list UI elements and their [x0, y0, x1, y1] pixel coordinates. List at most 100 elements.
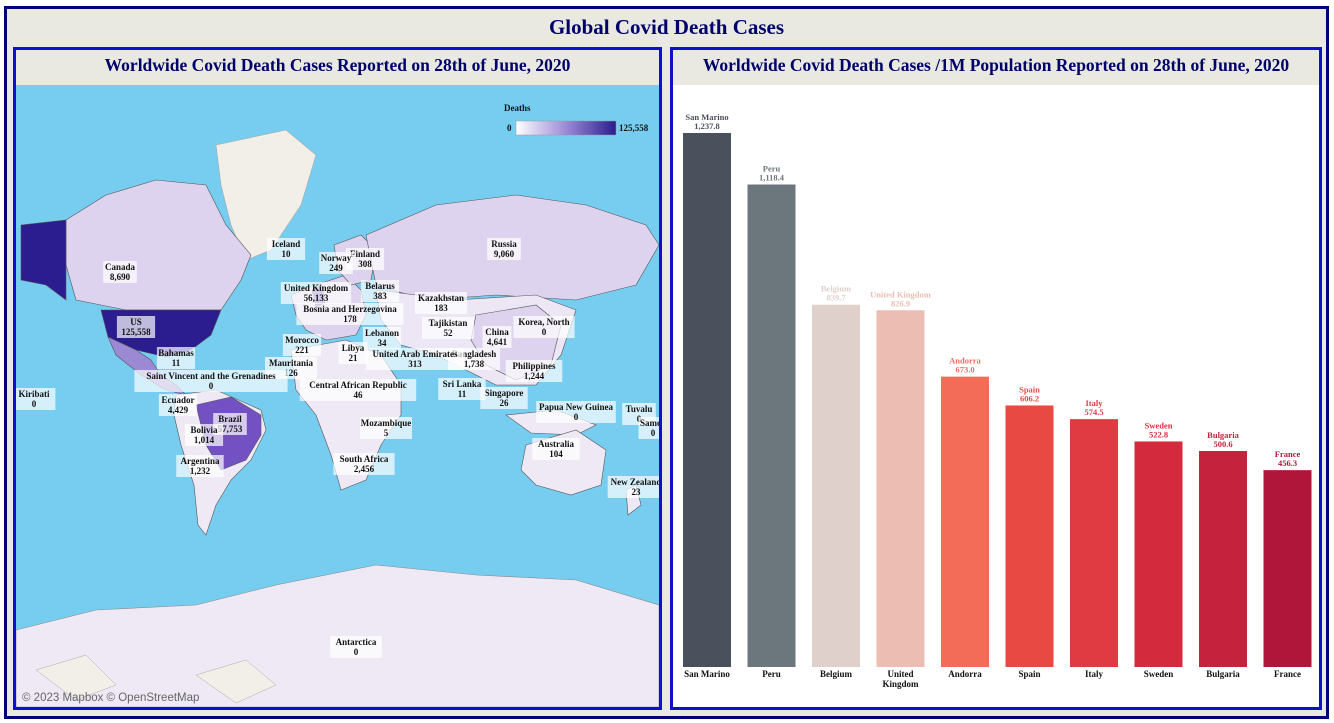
country-value: 34	[378, 338, 388, 348]
country-name: Tuvalu	[626, 404, 653, 414]
country-value: 11	[172, 358, 181, 368]
country-name: Argentina	[181, 456, 220, 466]
country-value: 126	[284, 368, 298, 378]
bar-sweden[interactable]	[1134, 441, 1183, 667]
country-value: 308	[358, 259, 372, 269]
country-name: Kiribati	[19, 389, 50, 399]
x-tick-label: San Marino	[684, 669, 730, 679]
country-name: United Kingdom	[284, 283, 349, 293]
legend-colorbar	[515, 120, 617, 136]
bar-label-name: San Marino	[685, 112, 728, 122]
country-name: Bahamas	[158, 348, 194, 358]
bar-label-name: Sweden	[1145, 420, 1173, 430]
bar-label-value: 826.9	[891, 298, 910, 308]
country-name: China	[485, 327, 509, 337]
country-name: Belarus	[365, 281, 395, 291]
bar-label-name: Bulgaria	[1207, 430, 1239, 440]
bar-andorra[interactable]	[941, 376, 989, 667]
bar-peru[interactable]	[747, 184, 796, 667]
country-name: Canada	[105, 262, 136, 272]
bar-label-value: 1,118.4	[759, 173, 785, 183]
country-value: 57,753	[218, 424, 243, 434]
country-name: Bolivia	[190, 425, 218, 435]
x-tick-label: Italy	[1085, 669, 1104, 679]
bar-label-name: Belgium	[821, 284, 851, 294]
country-name: Iceland	[272, 239, 301, 249]
x-tick-label: Spain	[1018, 669, 1040, 679]
country-name: Tajikistan	[429, 318, 468, 328]
bar-france[interactable]	[1263, 470, 1312, 667]
bar-label-value: 839.7	[826, 293, 846, 303]
bar-label-value: 574.5	[1084, 407, 1103, 417]
country-name: Russia	[491, 239, 517, 249]
country-name: Philippines	[512, 361, 556, 371]
country-value: 11	[458, 389, 467, 399]
legend-title: Deaths	[504, 103, 531, 113]
country-name: Finland	[350, 249, 380, 259]
country-value: 23	[632, 487, 642, 497]
country-name: Morocco	[285, 335, 319, 345]
country-value: 10	[282, 249, 292, 259]
bar-label-name: Andorra	[949, 356, 981, 366]
country-name: Sri Lanka	[443, 379, 482, 389]
country-name: Mauritania	[269, 358, 313, 368]
x-tick-label: Peru	[762, 669, 781, 679]
choropleth-map[interactable]: Deaths 0 125,558 US 125,558 Brazil 57,753 Un…	[16, 85, 659, 707]
map-legend: Deaths 0 125,558	[504, 103, 649, 136]
country-name: Bosnia and Herzegovina	[303, 304, 397, 314]
map-credit[interactable]: © 2023 Mapbox © OpenStreetMap	[22, 692, 200, 704]
bar-united-kingdom[interactable]	[876, 310, 925, 667]
bar-label-name: Italy	[1086, 398, 1104, 408]
land-antarctica-ice	[35, 654, 277, 704]
x-tick-label: Andorra	[948, 669, 982, 679]
bar-san-marino[interactable]	[683, 133, 731, 667]
bar-belgium[interactable]	[812, 304, 860, 667]
country-name: Bangladesh	[452, 349, 497, 359]
x-tick-label: Belgium	[820, 669, 853, 679]
map-canvas[interactable]: Deaths 0 125,558 US125,558Brazil57,753Un…	[16, 85, 659, 707]
bar-spain[interactable]	[1005, 405, 1054, 667]
country-value: 0	[651, 428, 656, 438]
country-value: 0	[542, 327, 547, 337]
country-label-samoa[interactable]: Samoa0	[638, 417, 660, 439]
country-name: Ecuador	[161, 395, 194, 405]
bar-italy[interactable]	[1070, 419, 1118, 667]
bar-bulgaria[interactable]	[1199, 451, 1247, 667]
country-value: 178	[343, 314, 357, 324]
country-value: 0	[32, 399, 37, 409]
